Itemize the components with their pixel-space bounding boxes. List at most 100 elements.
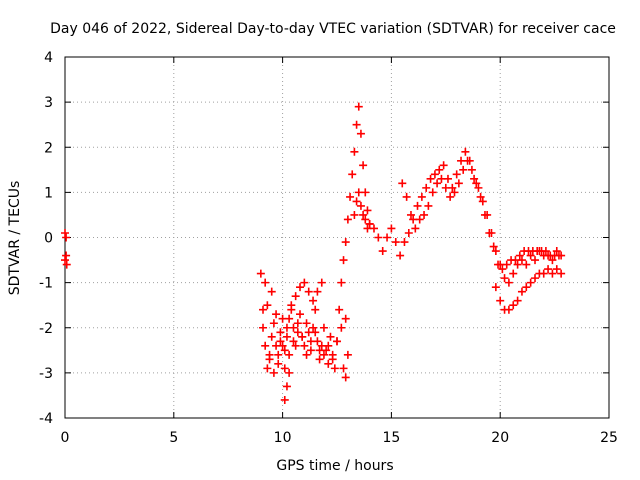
data-point bbox=[450, 188, 459, 197]
data-point bbox=[365, 219, 374, 228]
data-point bbox=[413, 201, 422, 210]
data-point bbox=[263, 364, 272, 373]
data-point bbox=[406, 210, 415, 219]
data-point bbox=[472, 179, 481, 188]
data-point bbox=[363, 224, 372, 233]
data-point bbox=[374, 233, 383, 242]
data-point bbox=[309, 296, 318, 305]
data-point bbox=[544, 265, 553, 274]
data-point bbox=[296, 283, 305, 292]
data-point bbox=[298, 332, 307, 341]
data-point bbox=[504, 305, 513, 314]
data-point bbox=[476, 192, 485, 201]
data-point bbox=[430, 170, 439, 179]
y-tick-label: -3 bbox=[39, 366, 53, 382]
data-point bbox=[328, 355, 337, 364]
data-point bbox=[404, 228, 413, 237]
data-point bbox=[346, 192, 355, 201]
data-point bbox=[285, 368, 294, 377]
data-point bbox=[352, 120, 361, 129]
data-point bbox=[311, 328, 320, 337]
data-point bbox=[341, 314, 350, 323]
data-point bbox=[513, 296, 522, 305]
data-point bbox=[274, 359, 283, 368]
data-point bbox=[285, 350, 294, 359]
data-point bbox=[400, 238, 409, 247]
data-point bbox=[341, 238, 350, 247]
data-point bbox=[354, 188, 363, 197]
data-point bbox=[306, 337, 315, 346]
data-point bbox=[272, 310, 281, 319]
data-point bbox=[502, 260, 511, 269]
data-point bbox=[498, 265, 507, 274]
x-tick-label: 10 bbox=[274, 430, 292, 446]
data-point bbox=[330, 364, 339, 373]
data-point bbox=[398, 179, 407, 188]
data-point bbox=[296, 310, 305, 319]
data-point bbox=[415, 215, 424, 224]
data-point bbox=[494, 260, 503, 269]
data-point bbox=[302, 319, 311, 328]
data-point bbox=[428, 188, 437, 197]
data-point bbox=[300, 341, 309, 350]
data-point bbox=[282, 323, 291, 332]
data-point bbox=[491, 247, 500, 256]
y-tick-label: 3 bbox=[44, 95, 53, 111]
data-point bbox=[480, 210, 489, 219]
data-point bbox=[326, 332, 335, 341]
data-point bbox=[474, 183, 483, 192]
data-point bbox=[315, 355, 324, 364]
data-point bbox=[420, 210, 429, 219]
data-point bbox=[552, 265, 561, 274]
data-point bbox=[278, 341, 287, 350]
data-point bbox=[463, 156, 472, 165]
data-point bbox=[526, 251, 535, 260]
data-point bbox=[417, 192, 426, 201]
data-point bbox=[500, 274, 509, 283]
data-point bbox=[548, 269, 557, 278]
data-point bbox=[354, 102, 363, 111]
data-point bbox=[62, 233, 71, 242]
data-point bbox=[356, 201, 365, 210]
data-point bbox=[333, 337, 341, 346]
data-point bbox=[509, 301, 518, 310]
data-point bbox=[280, 395, 289, 404]
data-point bbox=[435, 165, 444, 174]
data-point bbox=[339, 364, 348, 373]
data-point bbox=[319, 350, 328, 359]
data-point bbox=[259, 323, 268, 332]
data-point bbox=[461, 147, 470, 156]
data-point bbox=[496, 296, 505, 305]
data-point bbox=[313, 287, 322, 296]
data-point bbox=[263, 301, 272, 310]
data-point bbox=[522, 260, 531, 269]
data-point bbox=[531, 274, 540, 283]
data-point bbox=[265, 350, 274, 359]
data-point bbox=[276, 337, 285, 346]
x-tick-label: 5 bbox=[169, 430, 178, 446]
y-tick-label: -4 bbox=[39, 411, 53, 427]
data-point bbox=[274, 350, 283, 359]
data-point bbox=[341, 373, 350, 382]
data-point bbox=[315, 346, 324, 355]
y-tick-label: -1 bbox=[39, 276, 53, 292]
data-point bbox=[491, 283, 500, 292]
data-point bbox=[280, 364, 289, 373]
data-point bbox=[256, 269, 265, 278]
data-point bbox=[361, 215, 370, 224]
y-tick-label: 1 bbox=[44, 185, 53, 201]
data-point bbox=[352, 197, 361, 206]
data-point bbox=[282, 382, 291, 391]
data-point bbox=[511, 256, 520, 265]
data-point bbox=[343, 215, 352, 224]
gridlines bbox=[65, 57, 609, 418]
data-point bbox=[478, 197, 487, 206]
data-point bbox=[391, 238, 400, 247]
data-point bbox=[470, 174, 479, 183]
data-point bbox=[337, 278, 346, 287]
data-point bbox=[439, 161, 448, 170]
data-point bbox=[396, 251, 405, 260]
axis-ticks: 0 5 10 15 20 25 -4 -3 -2 -1 0 1 2 3 4 bbox=[39, 50, 618, 446]
data-point bbox=[552, 247, 561, 256]
y-tick-label: 0 bbox=[44, 231, 53, 247]
